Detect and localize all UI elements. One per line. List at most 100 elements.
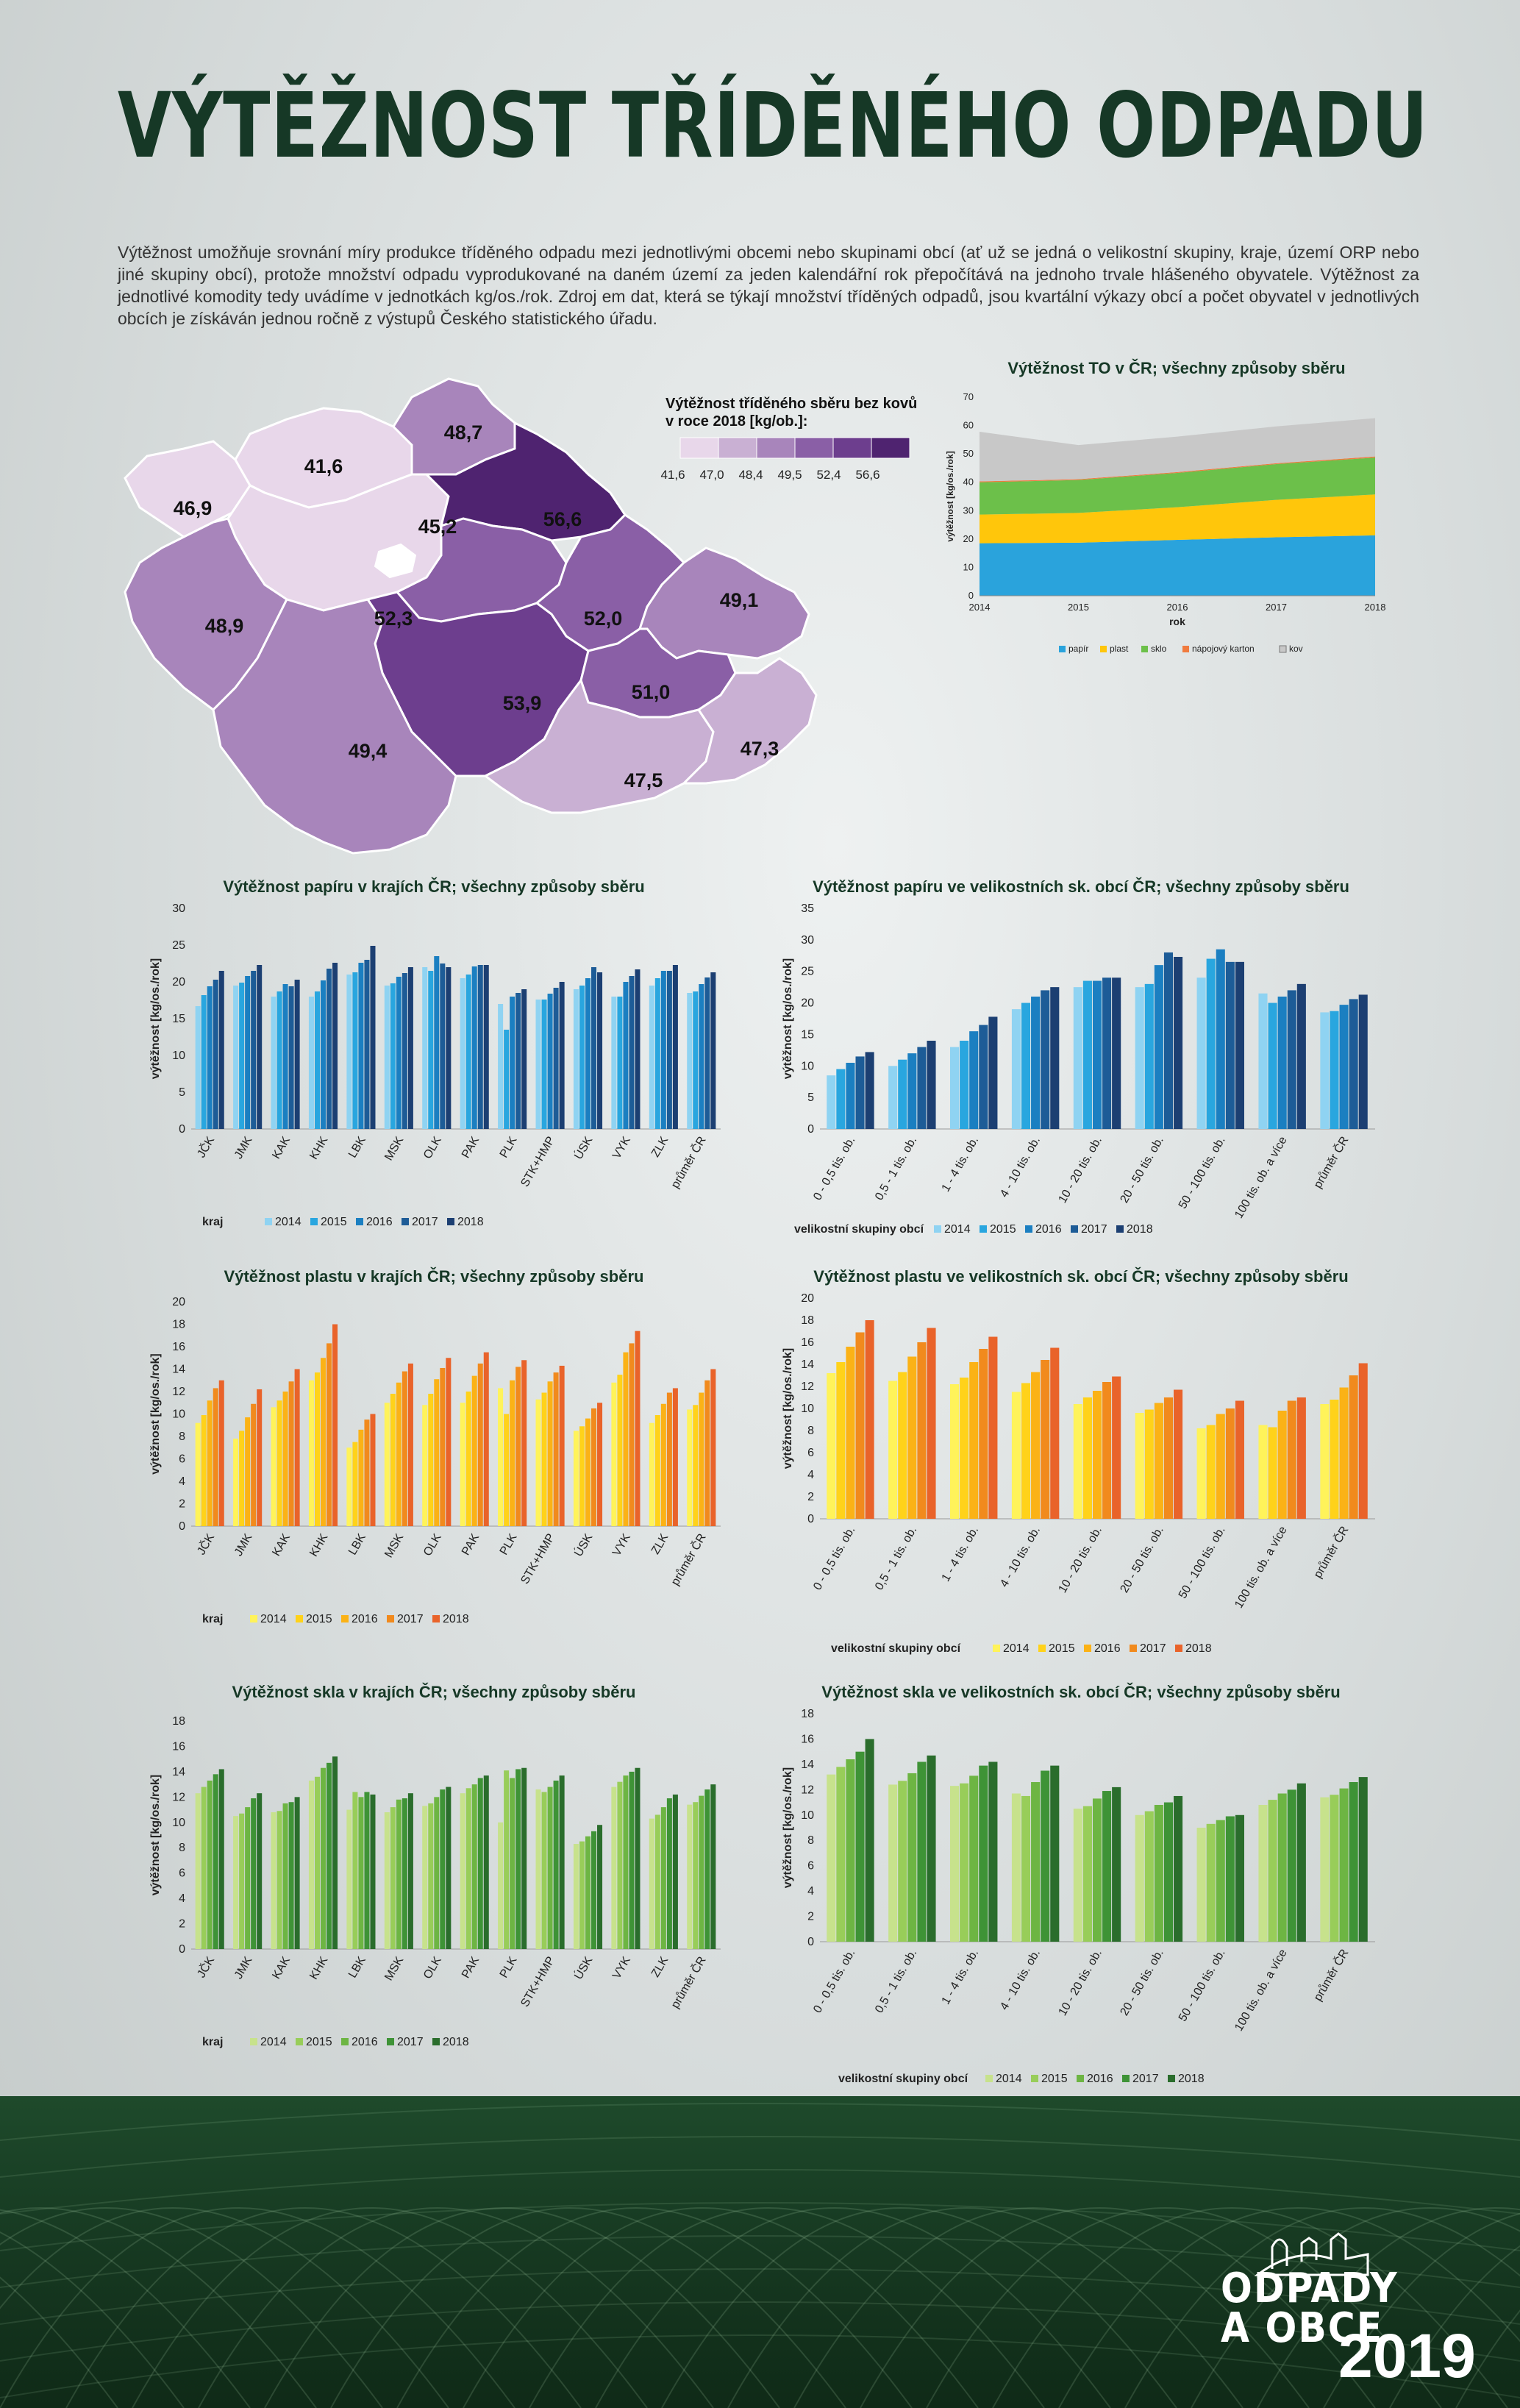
x-tick-label: 100 tis. ob. a více [1232,1134,1289,1220]
legend-swatch [1038,1645,1046,1652]
bar [201,995,207,1129]
y-tick-label: 2 [179,1918,185,1931]
bar [950,1047,960,1129]
bar [1135,1413,1144,1519]
dome-line [396,2207,913,2408]
bar [660,971,666,1129]
y-tick-label: 6 [179,1453,185,1466]
bar [207,986,213,1129]
map-legend-title-1: Výtěžnost tříděného sběru bez kovů [666,396,917,412]
bar [927,1328,936,1519]
y-tick-label: 18 [801,1314,814,1327]
x-tick-label: 0,5 - 1 tis. ob. [873,1135,919,1203]
bar [1050,1765,1060,1942]
bar [245,976,251,1129]
bar [327,1762,332,1949]
bar [460,1793,465,1949]
bar [836,1362,846,1519]
bar [649,986,654,1129]
paper-sizes-chart: Výtěžnost papíru ve velikostních sk. obc… [782,877,1375,1236]
bar [693,1405,699,1526]
x-tick-label: 50 - 100 tis. ob. [1177,1525,1228,1601]
chart-title: Výtěžnost plastu ve velikostních sk. obc… [813,1267,1348,1286]
bar [498,1388,504,1526]
bar [649,1818,654,1949]
map-region-prague [374,543,417,579]
bar [1196,977,1206,1129]
bar [559,1775,565,1949]
bar [271,997,276,1129]
bar [515,1769,521,1949]
bar [865,1052,874,1129]
bar [440,963,446,1129]
bar [384,1403,390,1526]
bar [1320,1404,1330,1519]
x-axis-label: velikostní skupiny obcí [794,1223,924,1236]
bar [666,1798,672,1949]
x-tick-label: 4 - 10 tis. ob. [998,1525,1043,1590]
bar [428,1803,434,1949]
y-tick-label: 16 [801,1733,814,1745]
x-tick-label: LBK [346,1134,368,1160]
x-tick-label: PAK [460,1531,482,1557]
bar [407,967,413,1129]
bar [1349,999,1358,1129]
bar [483,1352,489,1526]
y-tick-label: 25 [801,966,814,978]
x-tick-label: 10 - 20 tis. ob. [1057,1948,1105,2018]
y-tick-label: 10 [172,1817,185,1829]
bar [623,1775,629,1949]
bar [1154,965,1163,1129]
bar [541,1792,547,1949]
legend-label: 2018 [443,1613,469,1625]
map-legend-swatch [756,437,796,459]
y-tick-label: 5 [807,1091,814,1104]
castle-icon [1254,2232,1369,2276]
x-tick-label: 20 - 50 tis. ob. [1118,1525,1166,1595]
bar [257,1793,263,1949]
bar [276,1400,282,1526]
bar [465,1788,471,1949]
x-tick-label: KHK [307,1134,330,1161]
y-tick-label: 14 [172,1364,185,1376]
bar [907,1773,917,1942]
x-tick-label: OLK [421,1531,444,1559]
legend-swatch [980,1225,987,1233]
legend-label: papír [1068,644,1088,654]
bar [1011,1793,1021,1942]
map-region-label: 47,5 [624,769,663,791]
y-tick-label: 6 [807,1860,814,1873]
bar [434,1379,440,1526]
bar [1258,993,1268,1129]
legend-label: 2017 [1132,2073,1159,2085]
bar [402,1798,407,1949]
dome-line [661,2207,1177,2408]
legend-label: 2015 [306,2036,332,2048]
bar [1112,977,1121,1129]
bar [1258,1425,1268,1519]
dome-line [1191,2207,1520,2408]
legend-label: 2015 [321,1216,347,1228]
y-axis-label: výtěžnost [kg/os./rok] [149,1775,162,1895]
legend-swatch [1084,1645,1091,1652]
bar [1349,1782,1358,1942]
bar [649,1422,654,1526]
dome-line [0,2231,185,2408]
bar [390,1394,396,1526]
bar [294,1797,300,1949]
bar [617,1781,623,1949]
bar [352,1792,358,1949]
legend-swatch [341,1615,349,1622]
bar [1144,1811,1154,1942]
map-legend-swatch [794,437,834,459]
legend-label: nápojový karton [1192,644,1255,654]
area-series [980,418,1375,482]
legend-label: 2016 [1087,2073,1113,2085]
bar [611,1382,617,1526]
bar [1082,1806,1092,1942]
bar [988,1336,998,1519]
map-legend-label: 48,4 [738,468,763,482]
y-tick-label: 10 [963,561,974,572]
bar [1216,949,1225,1129]
bar [282,1803,288,1949]
